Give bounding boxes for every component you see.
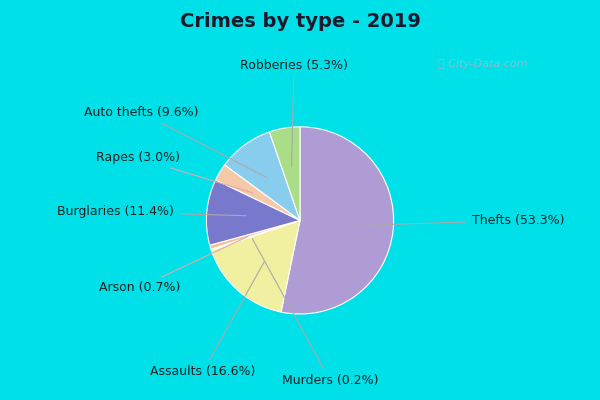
- Wedge shape: [211, 220, 300, 312]
- Wedge shape: [210, 220, 300, 249]
- Wedge shape: [281, 127, 394, 314]
- Wedge shape: [211, 220, 300, 250]
- Text: Murders (0.2%): Murders (0.2%): [253, 239, 378, 387]
- Wedge shape: [224, 132, 300, 220]
- Text: Crimes by type - 2019: Crimes by type - 2019: [179, 12, 421, 31]
- Wedge shape: [206, 180, 300, 245]
- Text: Arson (0.7%): Arson (0.7%): [98, 236, 248, 294]
- Wedge shape: [269, 127, 300, 220]
- Text: Assaults (16.6%): Assaults (16.6%): [150, 261, 265, 378]
- Text: ⓘ City-Data.com: ⓘ City-Data.com: [439, 59, 528, 69]
- Wedge shape: [215, 165, 300, 220]
- Text: Burglaries (11.4%): Burglaries (11.4%): [57, 206, 246, 218]
- Text: Rapes (3.0%): Rapes (3.0%): [96, 152, 253, 193]
- Text: Thefts (53.3%): Thefts (53.3%): [354, 214, 564, 227]
- Text: Auto thefts (9.6%): Auto thefts (9.6%): [83, 106, 267, 178]
- Text: Robberies (5.3%): Robberies (5.3%): [240, 58, 348, 167]
